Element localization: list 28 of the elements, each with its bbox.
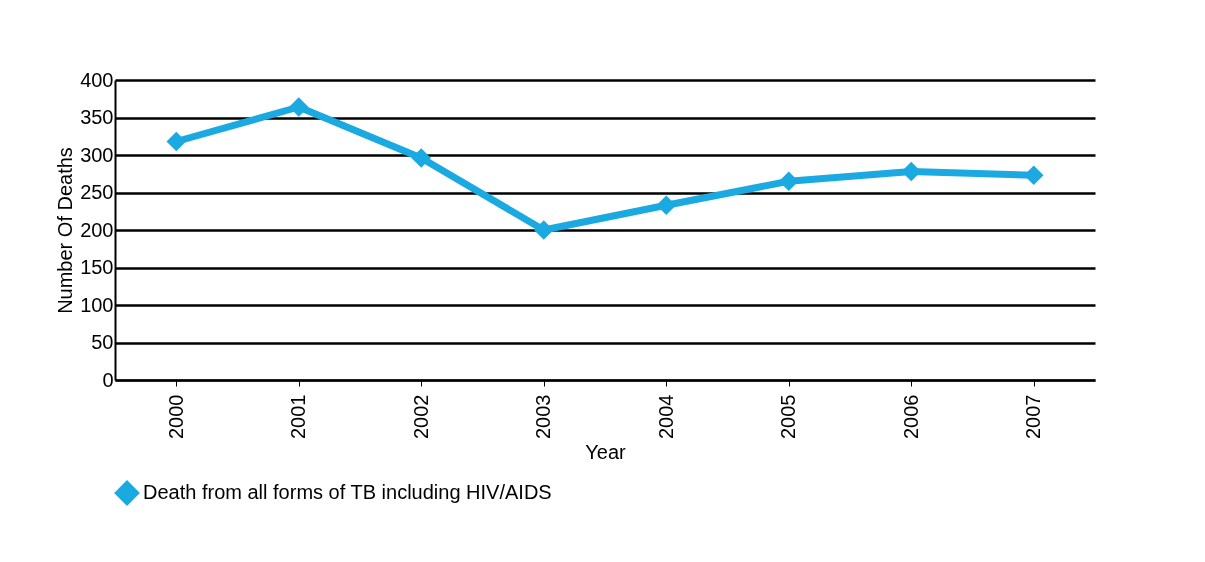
point — [779, 171, 799, 191]
legend-label: Death from all forms of TB including HIV/AIDS — [143, 481, 552, 503]
x-tick-label: 2003 — [532, 394, 555, 439]
y-tick-label: 300 — [80, 143, 114, 166]
x-axis-title: Year — [585, 440, 627, 463]
point — [901, 161, 921, 182]
x-tick-label: 2005 — [777, 394, 800, 439]
point — [1024, 165, 1044, 185]
point — [166, 131, 186, 152]
point — [656, 195, 676, 215]
x-tick-label: 2004 — [654, 394, 677, 439]
y-tick-label: 200 — [80, 218, 114, 241]
y-axis-title: Number Of Deaths — [54, 147, 77, 314]
x-tick-label: 2006 — [899, 394, 922, 439]
y-tick-label: 250 — [80, 181, 114, 203]
x-tick-label: 2001 — [287, 394, 310, 439]
y-tick-label: 50 — [91, 331, 114, 353]
y-tick-label: 350 — [80, 106, 114, 128]
y-tick-label: 400 — [80, 68, 114, 91]
y-tick-label: 150 — [80, 256, 114, 278]
point — [411, 148, 431, 168]
x-tick-label: 2000 — [164, 394, 187, 439]
point — [534, 220, 554, 240]
y-tick-label: 100 — [80, 293, 114, 316]
x-tick-label: 2007 — [1022, 394, 1045, 439]
y-tick-label: 0 — [102, 368, 114, 391]
x-tick-label: 2002 — [409, 394, 432, 439]
point — [289, 97, 309, 117]
